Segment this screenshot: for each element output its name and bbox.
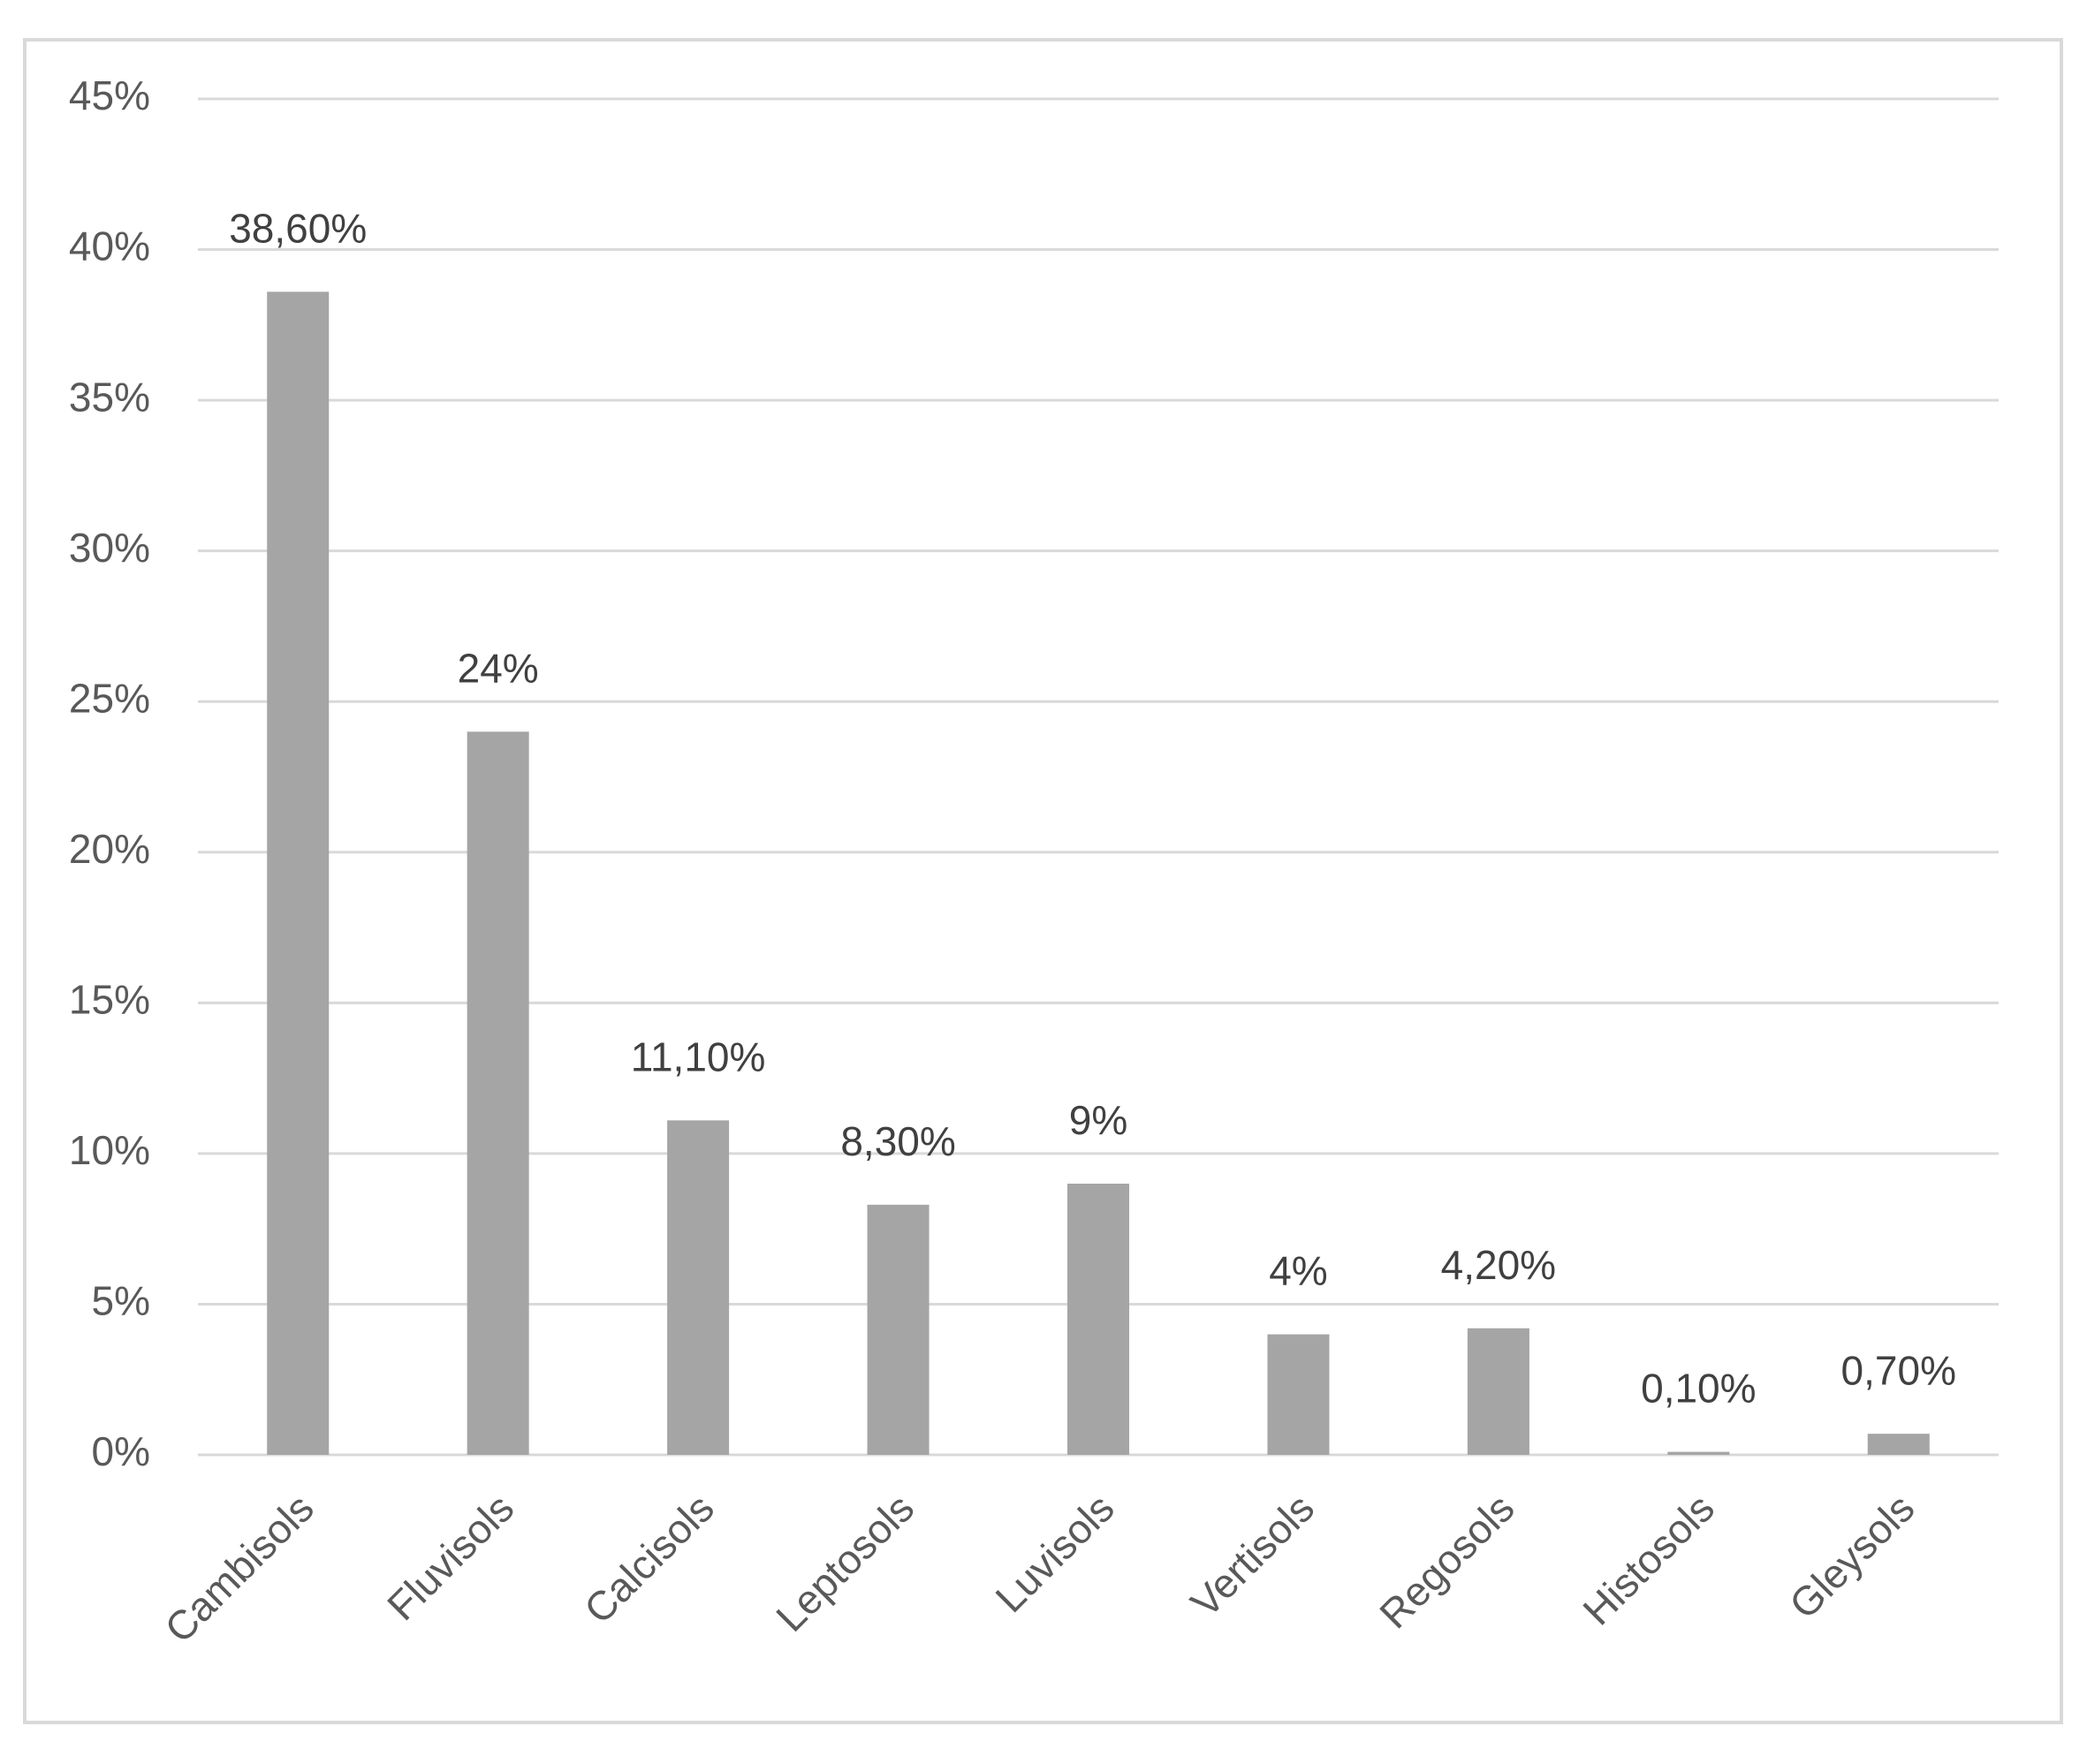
bar	[667, 1120, 730, 1455]
chart-frame	[23, 38, 2063, 1724]
y-tick-label: 15%	[69, 976, 150, 1022]
bar	[267, 291, 330, 1456]
bar	[1067, 1184, 1129, 1455]
value-label: 0,70%	[1841, 1347, 1956, 1393]
value-label: 0,10%	[1641, 1366, 1756, 1412]
bar	[1667, 1451, 1730, 1455]
value-label: 38,60%	[229, 205, 367, 251]
y-tick-label: 0%	[92, 1428, 150, 1474]
bar	[467, 731, 529, 1455]
value-label: 11,10%	[631, 1034, 766, 1080]
y-tick-label: 20%	[69, 826, 150, 872]
bar	[1267, 1334, 1330, 1455]
value-label: 4%	[1269, 1248, 1327, 1294]
value-label: 8,30%	[840, 1118, 955, 1164]
value-label: 9%	[1069, 1097, 1127, 1143]
y-tick-label: 40%	[69, 223, 150, 269]
value-label: 24%	[458, 645, 539, 691]
y-tick-label: 30%	[69, 525, 150, 571]
bar	[867, 1204, 930, 1455]
bar	[1867, 1434, 1930, 1455]
y-tick-label: 25%	[69, 675, 150, 721]
y-tick-label: 10%	[69, 1127, 150, 1173]
y-tick-label: 5%	[92, 1278, 150, 1324]
value-label: 4,20%	[1441, 1242, 1556, 1288]
bar	[1467, 1328, 1529, 1455]
y-tick-label: 45%	[69, 72, 150, 118]
y-tick-label: 35%	[69, 374, 150, 420]
